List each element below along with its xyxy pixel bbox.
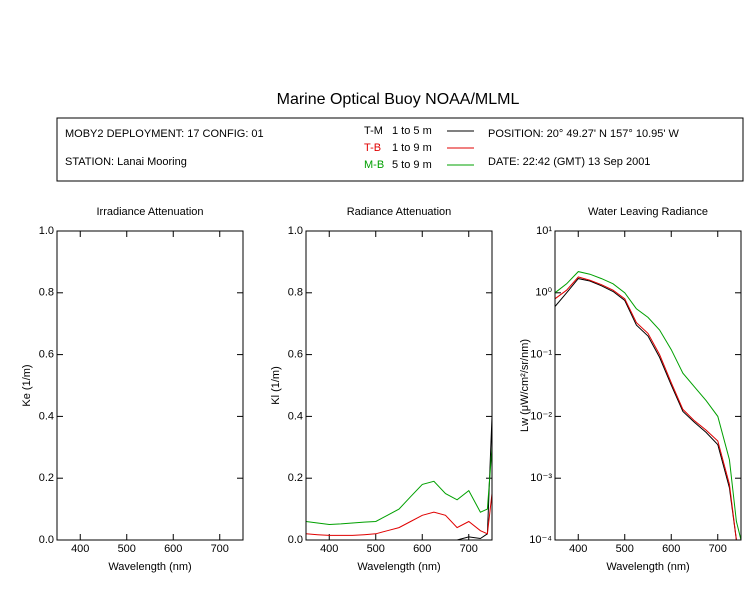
- y-tick-label: 0.0: [288, 534, 303, 546]
- panel-title: Irradiance Attenuation: [96, 206, 203, 218]
- x-axis-label: Wavelength (nm): [357, 561, 440, 573]
- x-tick-label: 400: [71, 543, 89, 555]
- y-tick-label: 0.0: [39, 534, 54, 546]
- y-tick-label: 10⁰: [535, 287, 552, 299]
- series-line: [306, 447, 492, 526]
- x-tick-label: 600: [413, 543, 431, 555]
- x-axis-label: Wavelength (nm): [606, 561, 689, 573]
- station: STATION: Lanai Mooring: [65, 156, 187, 168]
- x-tick-label: 600: [164, 543, 182, 555]
- series-line: [555, 276, 737, 540]
- y-tick-label: 0.4: [39, 410, 54, 422]
- x-tick-label: 700: [460, 543, 478, 555]
- plot-frame: [554, 230, 742, 541]
- y-tick-label: 10⁻⁴: [529, 534, 552, 546]
- date: DATE: 22:42 (GMT) 13 Sep 2001: [488, 156, 650, 168]
- legend-name: T-M: [364, 125, 383, 137]
- x-tick-label: 500: [118, 543, 136, 555]
- y-tick-label: 0.8: [288, 287, 303, 299]
- x-tick-label: 400: [320, 543, 338, 555]
- info-box: [56, 117, 744, 182]
- x-tick-label: 700: [211, 543, 229, 555]
- y-tick-label: 1.0: [288, 225, 303, 237]
- x-tick-label: 700: [709, 543, 727, 555]
- y-tick-label: 0.2: [288, 472, 303, 484]
- y-tick-label: 10⁻³: [530, 472, 552, 484]
- x-tick-label: 500: [367, 543, 385, 555]
- y-axis-label: Kl (1/m): [270, 366, 282, 405]
- y-axis-label: Lw (μW/cm²/sr/nm): [519, 339, 531, 432]
- x-axis-label: Wavelength (nm): [108, 561, 191, 573]
- y-tick-label: 0.8: [39, 287, 54, 299]
- plot-frame: [305, 230, 493, 541]
- y-tick-label: 0.2: [39, 472, 54, 484]
- y-tick-label: 10⁻²: [530, 410, 552, 422]
- series-line: [555, 271, 741, 540]
- y-tick-label: 0.4: [288, 410, 303, 422]
- y-tick-label: 0.6: [39, 349, 54, 361]
- y-tick-label: 10¹: [536, 225, 552, 237]
- panel-title: Water Leaving Radiance: [588, 206, 708, 218]
- y-tick-label: 10⁻¹: [530, 349, 552, 361]
- deployment: MOBY2 DEPLOYMENT: 17 CONFIG: 01: [65, 128, 264, 140]
- series-line: [306, 416, 492, 540]
- series-line: [306, 493, 492, 536]
- legend-depth: 1 to 5 m: [392, 125, 432, 137]
- legend-depth: 5 to 9 m: [392, 159, 432, 171]
- series-line: [555, 278, 737, 540]
- y-axis-label: Ke (1/m): [21, 364, 33, 406]
- x-tick-label: 400: [569, 543, 587, 555]
- x-tick-label: 600: [662, 543, 680, 555]
- panel-title: Radiance Attenuation: [347, 206, 452, 218]
- legend-name: T-B: [364, 142, 381, 154]
- y-tick-label: 1.0: [39, 225, 54, 237]
- legend-name: M-B: [364, 159, 384, 171]
- plot-frame: [56, 230, 244, 541]
- x-tick-label: 500: [616, 543, 634, 555]
- position: POSITION: 20° 49.27' N 157° 10.95' W: [488, 128, 680, 140]
- figure-title: Marine Optical Buoy NOAA/MLML: [277, 91, 520, 108]
- y-tick-label: 0.6: [288, 349, 303, 361]
- legend-depth: 1 to 9 m: [392, 142, 432, 154]
